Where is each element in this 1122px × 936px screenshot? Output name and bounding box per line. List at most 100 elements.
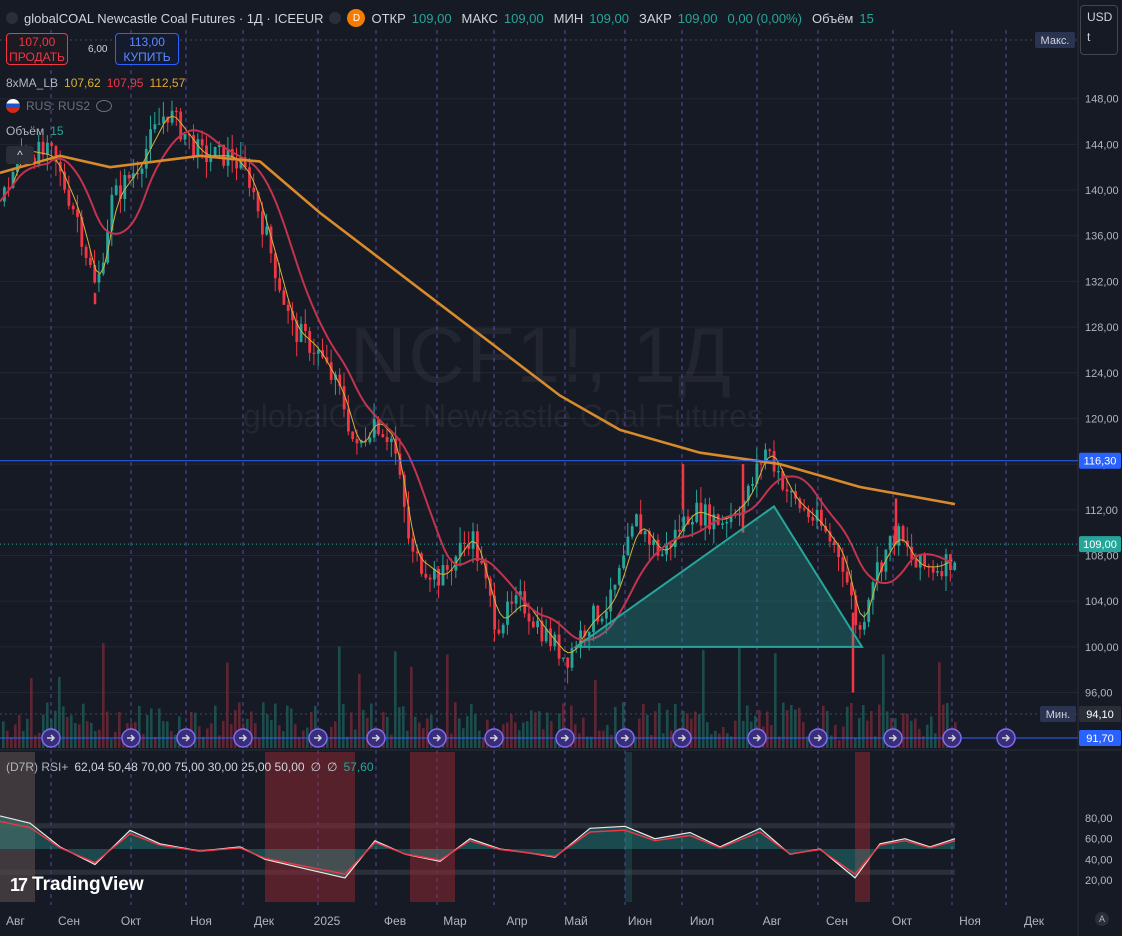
volume-bar <box>662 733 665 748</box>
rsi-axis-label: 40,00 <box>1085 854 1113 866</box>
time-axis-label: Дек <box>1024 914 1045 928</box>
sell-price: 107,00 <box>18 35 56 49</box>
candle-body <box>411 538 415 552</box>
candle-body <box>798 498 802 509</box>
volume-bar <box>2 721 5 748</box>
volume-bar <box>886 711 889 748</box>
volume-bar <box>342 704 345 748</box>
candle-body <box>863 621 866 630</box>
rsi-sym-1: ∅ <box>310 760 322 774</box>
ma-legend[interactable]: 8xMA_LB 107,62 107,95 112,57 <box>6 76 185 90</box>
volume-bar <box>838 739 841 748</box>
volume-bar <box>362 709 365 748</box>
volume-bar <box>266 714 269 748</box>
volume-bar <box>602 730 605 748</box>
buy-button[interactable]: 113,00 КУПИТЬ <box>115 33 179 65</box>
candle-body <box>772 451 776 472</box>
time-axis-label: Окт <box>121 914 142 928</box>
volume-bar <box>698 713 701 748</box>
candle-body <box>256 192 260 212</box>
candle-body <box>699 502 703 526</box>
volume-bar <box>646 714 649 748</box>
candle-body <box>437 568 441 586</box>
hidden-eye-icon[interactable] <box>96 100 113 112</box>
candle-body <box>643 531 647 535</box>
tradingview-logo[interactable]: 17 TradingView <box>10 874 144 896</box>
event-arrow-icon <box>621 734 630 742</box>
collapse-legend-button[interactable]: ^ <box>6 146 34 164</box>
candle-body <box>626 536 630 556</box>
volume-bar <box>862 705 865 748</box>
volume-bar <box>834 724 837 748</box>
rsi-sym-2: ∅ <box>327 760 338 774</box>
volume-bar <box>98 729 101 748</box>
volume-bar <box>550 721 553 748</box>
candle-body <box>721 523 724 525</box>
volume-bar <box>202 736 205 748</box>
price-axis-label: 140,00 <box>1085 185 1119 197</box>
candle-body <box>854 595 858 626</box>
candle-body <box>390 438 393 442</box>
russia-flag-icon <box>6 99 20 113</box>
volume-bar <box>142 734 145 748</box>
candle-body <box>893 536 896 546</box>
volume-bar <box>282 731 285 748</box>
candle-body <box>471 531 475 549</box>
rsi-params: 62,04 50,48 70,00 75,00 30,00 25,00 50,0… <box>74 760 305 774</box>
sell-button[interactable]: 107,00 ПРОДАТЬ <box>6 33 68 65</box>
chart-header: globalCOAL Newcastle Coal Futures · 1Д ·… <box>6 9 878 27</box>
sell-label: ПРОДАТЬ <box>9 50 65 64</box>
event-arrow-icon <box>814 734 823 742</box>
candle-body <box>428 577 432 580</box>
volume-bar <box>794 709 797 748</box>
volume-bar <box>262 702 265 748</box>
volume-bar <box>666 709 669 748</box>
candle-body <box>299 323 303 342</box>
volume-bar <box>370 703 373 748</box>
candle-body <box>385 436 389 442</box>
candle-body <box>501 624 505 634</box>
volume-bar <box>414 716 417 748</box>
volume-bar <box>58 676 61 748</box>
candle-body <box>76 209 79 217</box>
symbol-title[interactable]: globalCOAL Newcastle Coal Futures · 1Д ·… <box>24 10 324 26</box>
candle-body <box>617 567 621 585</box>
currency-selector[interactable]: USD t <box>1080 5 1118 55</box>
volume-legend[interactable]: Объём 15 <box>6 124 64 138</box>
rus-legend[interactable]: RUS: RUS2 <box>6 99 113 113</box>
candle-body <box>630 526 634 537</box>
volume-bar <box>922 736 925 748</box>
candle-body <box>377 418 380 435</box>
candle-body <box>433 568 436 580</box>
candle-body <box>746 485 750 501</box>
volume-bar <box>742 720 745 748</box>
volume-bar <box>106 711 109 748</box>
candle-body <box>179 111 183 140</box>
volume-bar <box>598 730 601 748</box>
rsi-legend[interactable]: (D7R) RSI+ 62,04 50,48 70,00 75,00 30,00… <box>6 760 374 774</box>
candle-body <box>192 135 195 157</box>
volume-bar <box>330 726 333 748</box>
volume-bar <box>806 736 809 748</box>
candle-body <box>841 557 845 572</box>
candle-body <box>144 148 148 169</box>
triangle-drawing <box>572 504 864 648</box>
volume-bar <box>110 739 113 748</box>
volume-bar <box>102 643 105 748</box>
volume-bar <box>638 718 641 748</box>
candle-body <box>850 582 853 596</box>
auto-scale-button[interactable]: A <box>1095 912 1109 926</box>
tradingview-mark-icon: 17 <box>10 874 28 895</box>
volume-bar <box>358 673 361 748</box>
price-axis-label: 124,00 <box>1085 368 1119 380</box>
candle-body <box>157 123 161 125</box>
rsi-lower-band <box>0 869 955 875</box>
volume-bar <box>298 736 301 748</box>
volume-bar <box>174 734 177 748</box>
candle-body <box>467 543 471 549</box>
time-axis-label: Авг <box>6 914 25 928</box>
volume-bar <box>250 711 253 748</box>
volume-bar <box>530 710 533 748</box>
candle-body <box>67 189 71 206</box>
